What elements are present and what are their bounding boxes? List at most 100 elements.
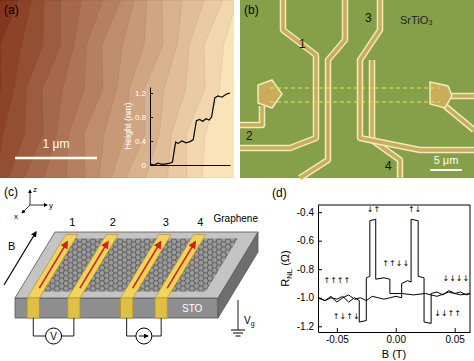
- substrate-front: [15, 298, 218, 318]
- terrace: [24, 0, 234, 178]
- field-label: B: [8, 240, 15, 252]
- electrode-edge: [283, 0, 316, 122]
- axis-glyph-label: x: [14, 212, 18, 221]
- tick-mark: [318, 241, 322, 242]
- electrode: [372, 60, 400, 178]
- annotation: ↑↓: [408, 205, 421, 214]
- plot-area: [318, 219, 470, 323]
- tick: 0.4: [135, 137, 153, 146]
- tick-label: 0.00: [387, 334, 407, 345]
- voltmeter: [46, 328, 62, 344]
- annotation: ↓↓↑↑: [434, 309, 461, 318]
- magnetization-arrow: [80, 242, 108, 288]
- tick: -0.8: [297, 264, 322, 275]
- tick-label: -0.6: [297, 235, 315, 246]
- axis-title-part: R: [279, 279, 291, 287]
- tick-mark: [150, 141, 153, 142]
- electrode-label: 2: [246, 129, 253, 143]
- electrode: [360, 122, 474, 150]
- panel-c: 1234VVgSTOGrapheneBxyz: [4, 185, 258, 344]
- tick-mark: [150, 117, 153, 118]
- current-arrow: [139, 336, 148, 337]
- tick-mark: [318, 326, 322, 327]
- electrode-label: 1: [299, 37, 306, 51]
- annotation: ↓↑: [367, 205, 380, 214]
- terrace: [84, 0, 234, 178]
- tick: -0.05: [326, 328, 349, 345]
- electrode: [445, 106, 474, 130]
- scale-bar-label: 5 μm: [434, 154, 459, 166]
- ground: [231, 330, 245, 331]
- axis-glyph-label: y: [49, 201, 53, 210]
- tick-label: 0.8: [135, 113, 147, 122]
- contact-pad: [430, 82, 452, 108]
- terrace: [167, 0, 234, 178]
- axis-glyph: [30, 190, 31, 205]
- magnetization-arrow: [167, 242, 195, 288]
- terrace: [111, 0, 234, 178]
- terrace: [0, 0, 234, 178]
- panel-b: 1234SrTiO₃5 μm: [240, 0, 474, 178]
- tick-mark: [396, 328, 397, 332]
- tick: 0.05: [445, 328, 465, 345]
- electrode-edge: [445, 106, 474, 130]
- magnetization-arrow: [133, 242, 161, 288]
- electrode: [68, 298, 80, 318]
- afm-image: [0, 0, 234, 178]
- electrode-label: 1: [69, 216, 75, 228]
- terrace: [9, 0, 234, 178]
- axis-line: [318, 206, 319, 333]
- terrace: [202, 0, 234, 178]
- tick-mark: [337, 328, 338, 332]
- axis-title-part: (Ω): [279, 250, 291, 269]
- voltmeter-label: V: [50, 331, 57, 342]
- axis-line: [150, 88, 151, 166]
- electrode: [328, 0, 345, 122]
- electrode: [121, 298, 133, 318]
- tick-label: 1.2: [135, 89, 147, 98]
- substrate-label: SrTiO₃: [400, 14, 433, 26]
- frame: [318, 205, 470, 206]
- tick: 0.00: [387, 328, 407, 345]
- electrode-label: 4: [197, 216, 203, 228]
- tick-label: 0: [142, 161, 147, 170]
- axis-title: B (T): [382, 348, 406, 360]
- electrode: [155, 298, 167, 318]
- axis-title: RNL (Ω): [279, 250, 294, 286]
- axis-glyph: [22, 205, 30, 213]
- tick: -0.4: [297, 207, 322, 218]
- axis-glyph: [30, 205, 47, 206]
- field-arrow: [4, 232, 36, 285]
- annotation: ↑↑↓↓: [382, 259, 409, 268]
- tick-mark: [150, 93, 153, 94]
- terrace: [66, 0, 234, 178]
- terrace: [44, 0, 234, 178]
- scale-bar: [15, 157, 97, 160]
- data-line: [318, 219, 470, 323]
- data-line: [150, 93, 230, 165]
- panel-label: (d): [272, 186, 287, 200]
- axis-line: [151, 165, 231, 166]
- x-axis: [151, 165, 231, 166]
- data-line: [318, 219, 470, 322]
- terrace: [186, 0, 234, 178]
- plot-area: [150, 93, 230, 165]
- tick-mark: [455, 328, 456, 332]
- electrode: [300, 122, 328, 178]
- scale-bar-label: 1 μm: [43, 137, 70, 151]
- panel-label: (a): [4, 3, 19, 17]
- tick: -0.6: [297, 235, 322, 246]
- gate-label: Vg: [244, 315, 255, 328]
- electrode-edge: [372, 60, 400, 178]
- electrode: [155, 235, 206, 298]
- electrode-label: 4: [385, 159, 392, 173]
- terrace: [0, 0, 234, 178]
- terrace: [126, 0, 234, 178]
- tick-mark: [318, 212, 322, 213]
- tick-label: -0.4: [297, 207, 315, 218]
- axis-glyph-label: z: [33, 185, 37, 194]
- tick-label: 0.4: [135, 137, 147, 146]
- tick-mark: [150, 165, 153, 166]
- substrate: [240, 0, 474, 178]
- graphene-outline: [270, 87, 440, 88]
